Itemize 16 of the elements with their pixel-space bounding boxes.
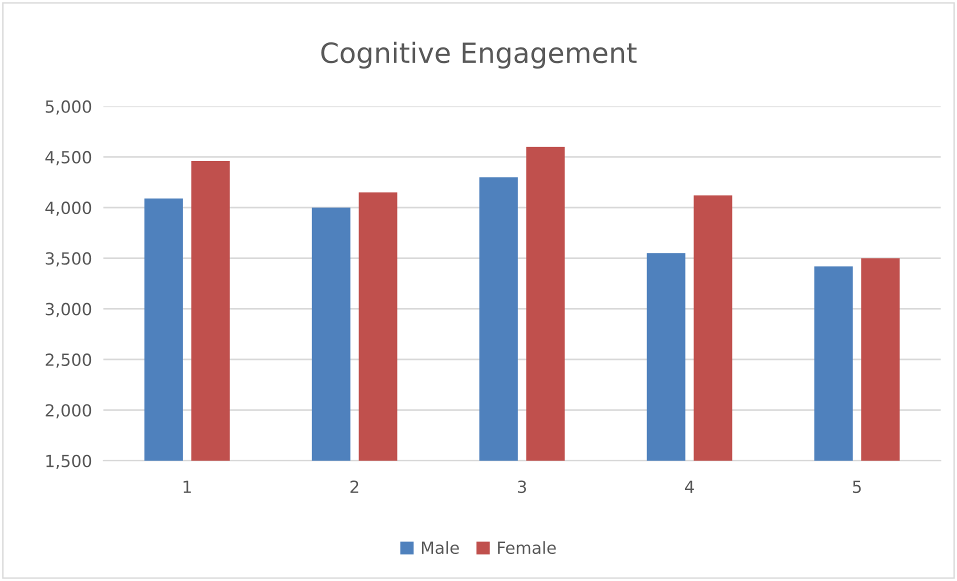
- y-tick-label: 3,000: [46, 302, 92, 318]
- y-tick-label: 2,000: [46, 404, 92, 418]
- y-tick-label: 3,500: [46, 252, 92, 266]
- legend-label: Male: [422, 541, 459, 554]
- y-tick-label: 2,500: [46, 353, 92, 368]
- y-tick-label: 4,000: [45, 202, 92, 216]
- x-tick-label: 5: [852, 480, 861, 494]
- legend-label: Female: [498, 541, 556, 554]
- chart-title: Cognitive Engagement: [321, 42, 637, 69]
- y-tick-label: 5,000: [46, 100, 92, 115]
- x-tick-label: 3: [518, 480, 526, 494]
- x-tick-label: 4: [685, 480, 694, 493]
- y-tick-label: 4,500: [45, 150, 92, 166]
- x-tick-label: 1: [184, 480, 191, 493]
- x-tick-label: 2: [350, 480, 358, 493]
- y-tick-label: 1,500: [46, 454, 92, 470]
